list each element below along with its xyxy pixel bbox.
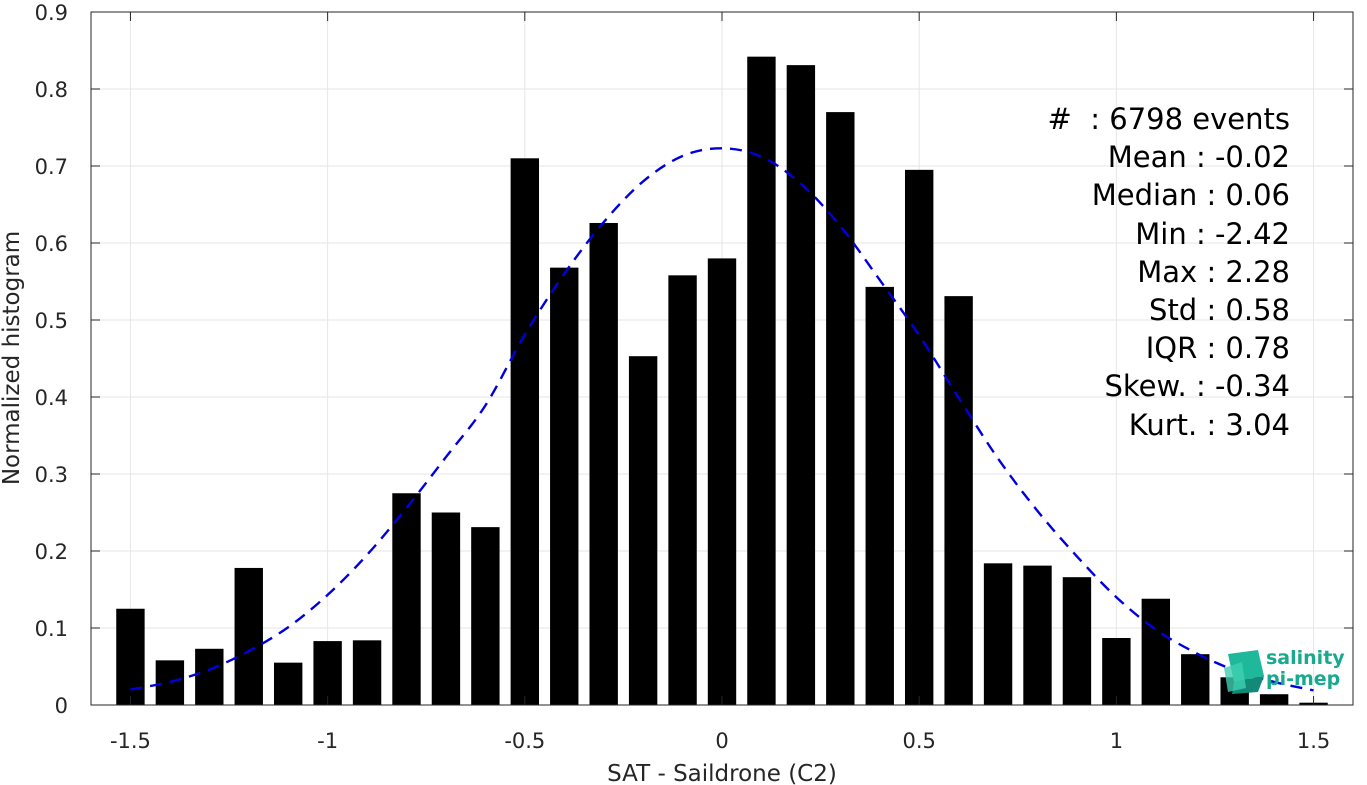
stat-value: : 0.06 [1206, 178, 1290, 213]
stat-row: Mean : -0.02 [990, 138, 1301, 176]
histogram-bar [431, 512, 461, 705]
logo-emblem-icon [1224, 650, 1264, 694]
y-tick-label: 0.3 [35, 463, 68, 487]
stat-label: Max [1137, 254, 1207, 289]
stat-row: Kurt. : 3.04 [990, 406, 1290, 444]
y-axis-ticks: 0 0.1 0.2 0.3 0.4 0.5 0.6 0.7 0.8 0.9 [35, 1, 1353, 718]
x-tick-label: -1.5 [110, 729, 151, 753]
histogram-bar [826, 112, 855, 706]
gaussian-fit-curve [130, 147, 1314, 692]
stat-row: IQR : 0.78 [990, 329, 1301, 367]
y-tick-label: 0.5 [35, 309, 68, 333]
salinity-pimep-logo: salinity pi-mep [1224, 646, 1348, 696]
stat-label: Std [1149, 293, 1207, 328]
histogram-bar [1102, 638, 1131, 705]
stat-label: Min [1135, 216, 1196, 251]
stat-row: Std : 0.58 [990, 291, 1301, 329]
x-tick-label: 0 [715, 729, 728, 753]
y-tick-label: 0.2 [35, 540, 68, 564]
stat-label: Kurt. [1128, 407, 1207, 442]
x-tick-label: -0.5 [504, 729, 545, 753]
histogram-bar [865, 286, 894, 705]
histogram-bar [392, 493, 421, 705]
stat-label: Median [1091, 178, 1207, 213]
histogram-bar [944, 296, 973, 705]
stat-value: : 6798 events [1090, 102, 1290, 136]
histogram-bar [589, 222, 618, 706]
histogram-bar [668, 275, 697, 705]
y-tick-label: 0.7 [35, 155, 68, 179]
x-axis-label: SAT - Saildrone (C2) [607, 761, 837, 785]
histogram-bar [1062, 577, 1092, 705]
stat-value: : 0.58 [1206, 293, 1290, 328]
histogram-bar [1023, 565, 1052, 705]
histogram-bar [155, 660, 185, 705]
stat-value: : -0.34 [1195, 369, 1290, 404]
histogram-bar [195, 648, 224, 705]
stat-row: Median : 0.06 [990, 176, 1301, 214]
histogram-bar [707, 258, 737, 705]
histogram-bar [234, 567, 263, 705]
logo-line-1: salinity [1266, 647, 1345, 669]
y-tick-label: 0.8 [35, 78, 68, 102]
statistics-box: # : 6798 events Mean : -0.02 Median : 0.06… [990, 100, 1290, 444]
histogram-bar [786, 65, 816, 705]
histogram-bar [747, 56, 776, 706]
histogram-bars [116, 56, 1328, 706]
histogram-bar [313, 641, 342, 705]
x-axis-ticks: -1.5 -1 -0.5 0 0.5 1 1.5 [110, 12, 1330, 753]
y-tick-label: 0.1 [35, 617, 68, 641]
histogram-bar [116, 608, 145, 705]
histogram-bar [273, 662, 303, 705]
histogram-bar [1141, 598, 1171, 705]
x-tick-label: 1.5 [1297, 729, 1330, 753]
stat-row: Max : 2.28 [990, 253, 1301, 291]
histogram-bar [352, 640, 382, 705]
histogram-bar [904, 169, 934, 706]
x-tick-label: 0.5 [902, 729, 935, 753]
y-tick-label: 0 [55, 694, 68, 718]
stat-label: IQR [1145, 331, 1207, 366]
histogram-bar [550, 267, 579, 705]
stat-label: Skew. [1104, 369, 1196, 404]
stat-value: : -0.02 [1195, 140, 1290, 175]
histogram-bar [628, 356, 658, 705]
histogram-bar [510, 158, 540, 706]
stat-value: : 0.78 [1206, 331, 1290, 366]
x-tick-label: 1 [1110, 729, 1123, 753]
histogram-bar [471, 527, 500, 705]
logo-line-2: pi-mep [1266, 668, 1341, 690]
histogram-bar [1181, 654, 1210, 705]
stat-label: # [1047, 102, 1091, 136]
x-tick-label: -1 [317, 729, 338, 753]
stat-row: # : 6798 events [990, 100, 1290, 138]
histogram-bar [1259, 694, 1289, 705]
stat-value: : 3.04 [1206, 407, 1290, 442]
stat-row: Min : -2.42 [990, 215, 1301, 253]
y-axis-label: Normalized histogram [0, 231, 25, 485]
y-tick-label: 0.6 [35, 232, 68, 256]
stat-value: : 2.28 [1206, 254, 1290, 289]
stat-label: Mean [1107, 140, 1196, 175]
y-tick-label: 0.9 [35, 1, 68, 25]
stat-value: : -2.42 [1195, 216, 1290, 251]
histogram-bar [983, 563, 1013, 705]
stat-row: Skew. : -0.34 [990, 367, 1290, 405]
y-tick-label: 0.4 [35, 386, 68, 410]
